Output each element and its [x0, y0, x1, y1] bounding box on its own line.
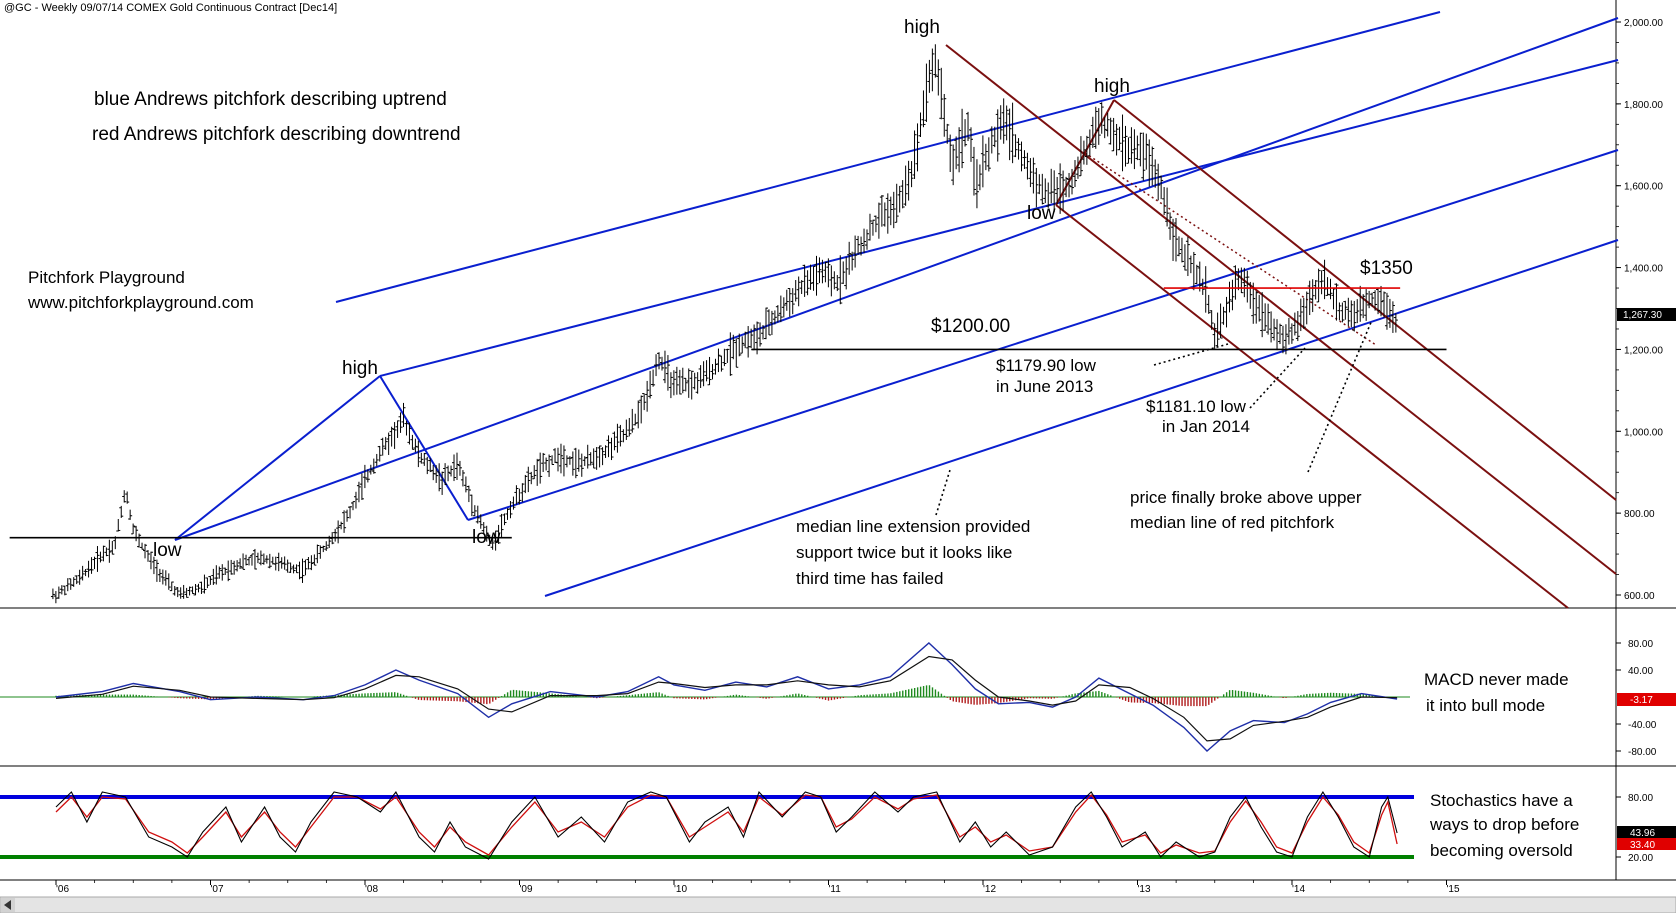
annotation-jan-2014-line2: in Jan 2014 — [1162, 417, 1250, 436]
annotation-median-line1: median line extension provided — [796, 517, 1030, 536]
annotation-breakout-line1: price finally broke above upper — [1130, 488, 1362, 507]
stochastics-panel: 80.00 20.00 — [0, 790, 1653, 864]
annotation-jan-2014-line1: $1181.10 low — [1146, 397, 1247, 416]
pointer-jan-2014 — [1249, 347, 1306, 409]
annotation-macd-line1: MACD never made — [1424, 670, 1569, 689]
time-axis-ticks: '06 '07 '08 '09 '10 '11 '12 '13 '14 '15 — [55, 880, 1460, 895]
macd-last-value: -3.17 — [1630, 695, 1653, 706]
annotation-low-2008: low — [472, 527, 501, 548]
blue-pitchfork-line — [544, 239, 1619, 597]
price-tick-label: 1,000.00 — [1624, 427, 1663, 438]
time-tick-label: '08 — [365, 884, 378, 895]
annotation-median-line3: third time has failed — [796, 569, 943, 588]
time-tick-label: '13 — [1138, 884, 1151, 895]
stoch-tick-label: 80.00 — [1628, 793, 1653, 804]
annotation-breakout-line2: median line of red pitchfork — [1130, 513, 1335, 532]
macd-signal-line — [55, 655, 1398, 742]
annotation-site-url: www.pitchforkplayground.com — [27, 293, 254, 312]
price-tick-label: 1,800.00 — [1624, 100, 1663, 111]
price-tick-label: 1,200.00 — [1624, 345, 1663, 356]
macd-value-badge-box — [1617, 693, 1676, 706]
stoch-d-last-value: 33.40 — [1630, 840, 1655, 851]
annotation-high-2011: high — [904, 17, 940, 38]
macd-tick-label: -40.00 — [1628, 720, 1657, 731]
annotation-pointers — [935, 319, 1373, 516]
horizontal-levels — [9, 287, 1447, 539]
red-pitchfork-line — [1113, 99, 1617, 501]
stoch-tick-label: 20.00 — [1628, 853, 1653, 864]
time-tick-label: '07 — [211, 884, 224, 895]
overlay-lines — [174, 11, 1619, 609]
price-tick-label: 1,400.00 — [1624, 264, 1663, 275]
stoch-k-line — [55, 790, 1398, 860]
annotation-high-2008: high — [342, 358, 378, 379]
blue-pitchfork-line — [174, 17, 1619, 541]
annotation-low-2012: low — [1027, 203, 1056, 224]
red-pitchfork-median-line — [1084, 152, 1377, 346]
macd-line — [55, 642, 1398, 752]
blue-pitchfork-line — [379, 375, 469, 521]
price-tick-label: 600.00 — [1624, 591, 1655, 602]
time-tick-label: '12 — [983, 884, 996, 895]
blue-pitchfork-line — [467, 149, 1619, 521]
time-tick-label: '06 — [56, 884, 69, 895]
last-price-badge: 1,267.30 — [1617, 308, 1676, 321]
time-tick-label: '15 — [1447, 884, 1460, 895]
chart-header: @GC - Weekly 09/07/14 COMEX Gold Continu… — [4, 2, 337, 14]
annotation-median-line2: support twice but it looks like — [796, 543, 1012, 562]
price-tick-label: 1,600.00 — [1624, 182, 1663, 193]
annotation-site-name: Pitchfork Playground — [28, 268, 185, 287]
annotation-blue-fork: blue Andrews pitchfork describing uptren… — [94, 89, 447, 110]
stoch-value-badges: 43.96 33.40 — [1617, 826, 1676, 851]
annotation-june-2013-line2: in June 2013 — [996, 377, 1093, 396]
price-tick-label: 2,000.00 — [1624, 18, 1663, 29]
annotation-level-1200: $1200.00 — [931, 316, 1010, 337]
annotation-stoch-line1: Stochastics have a — [1430, 791, 1573, 810]
annotation-stoch-line3: becoming oversold — [1430, 841, 1573, 860]
stoch-d-line — [55, 793, 1398, 856]
blue-pitchfork-line — [379, 59, 1619, 377]
price-bars — [50, 44, 1398, 604]
annotation-low-2006: low — [153, 540, 182, 561]
annotation-june-2013-line1: $1179.90 low — [996, 356, 1097, 375]
red-pitchfork-line — [1055, 204, 1569, 609]
time-tick-label: '14 — [1292, 884, 1305, 895]
price-tick-label: 800.00 — [1624, 509, 1655, 520]
macd-panel: 80.00 40.00 -40.00 -80.00 — [0, 639, 1657, 758]
time-tick-label: '11 — [829, 884, 842, 895]
stoch-k-last-value: 43.96 — [1630, 828, 1655, 839]
annotation-macd-line2: it into bull mode — [1426, 696, 1545, 715]
stoch-d-badge-box — [1617, 838, 1676, 850]
blue-pitchfork-line — [335, 11, 1441, 303]
annotation-high-2012: high — [1094, 76, 1130, 97]
blue-pitchfork-line — [174, 375, 381, 541]
annotation-stoch-line2: ways to drop before — [1429, 815, 1579, 834]
macd-value-badge: -3.17 — [1617, 693, 1676, 706]
annotation-level-1350: $1350 — [1360, 258, 1413, 279]
last-price-value: 1,267.30 — [1623, 310, 1662, 321]
scroll-left-arrow-icon — [4, 900, 11, 910]
macd-tick-label: 40.00 — [1628, 666, 1653, 677]
macd-tick-label: 80.00 — [1628, 639, 1653, 650]
annotation-red-fork: red Andrews pitchfork describing downtre… — [92, 124, 461, 145]
price-axis-ticks: 2,000.00 1,800.00 1,600.00 1,400.00 1,200.00… — [1616, 18, 1663, 602]
last-price-badge-box — [1617, 308, 1676, 321]
macd-tick-label: -80.00 — [1628, 747, 1657, 758]
time-tick-label: '10 — [674, 884, 687, 895]
horizontal-scrollbar[interactable] — [0, 896, 1676, 913]
red-pitchfork-line — [945, 44, 1617, 575]
stoch-k-badge-box — [1617, 826, 1676, 838]
time-tick-label: '09 — [520, 884, 533, 895]
